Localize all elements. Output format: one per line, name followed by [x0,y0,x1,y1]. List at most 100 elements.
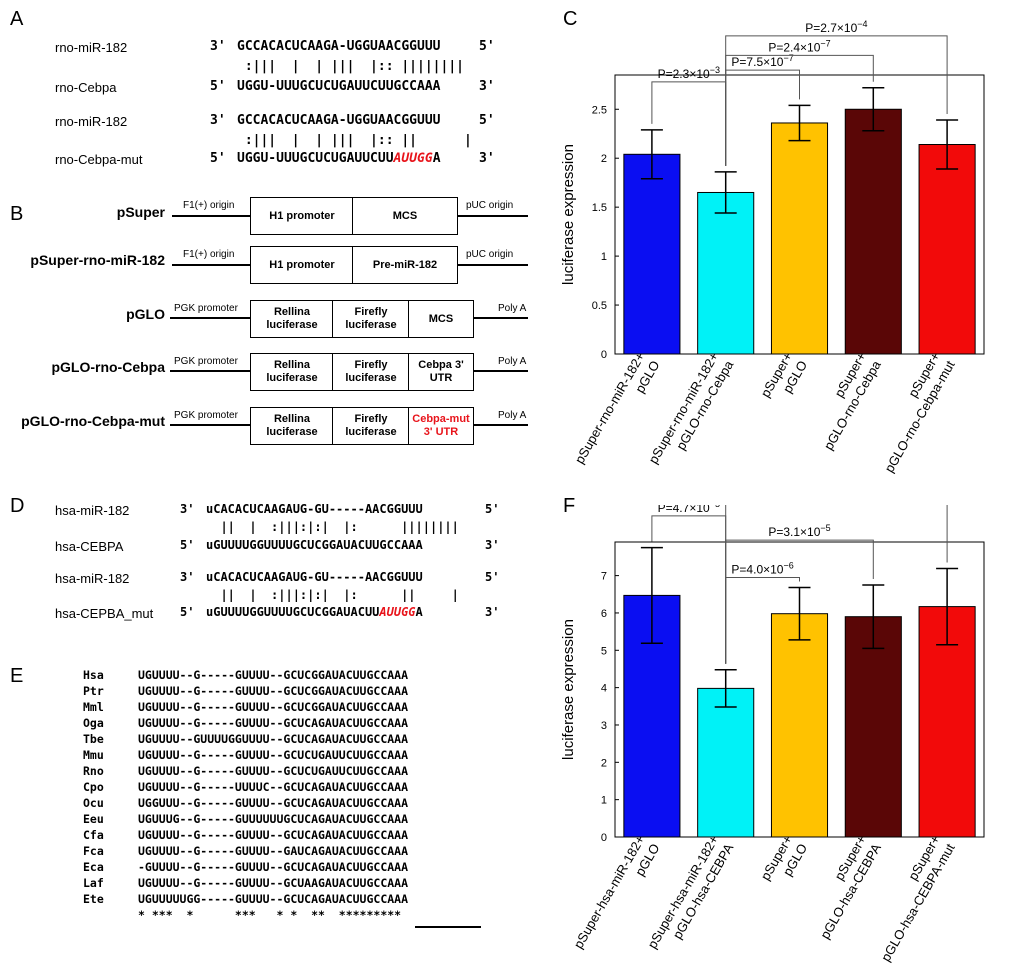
chart-c: 0 0.5 1 1.5 2 2.5 luciferase expression pSuper-… [560,20,985,475]
y-tick-label: 2 [601,153,607,165]
seq-name: hsa-miR-182 [55,571,130,586]
conservation-row: * *** * *** * * ** ********* [138,908,402,922]
alignment-row: Ete UGUUUUUGG-----GUUUU--GCUCAGAUACUUGCCA… [83,892,409,906]
alignment-row: Laf UGUUUU--G-----GUUUU--GCUAAGAUACUUGCCA… [83,876,409,890]
backbone-line [170,317,250,319]
bar [770,613,829,838]
y-tick-label: 5 [601,645,607,657]
y-axis-label: luciferase expression [560,619,577,760]
bar [844,108,902,355]
alignment-row: Mml UGUUUU--G-----GUUUU--GCUCGGAUACUUGCCA… [83,700,409,714]
alignment-row: Ptr UGUUUU--G-----GUUUU--GCUCGGAUACUUGCCA… [83,684,409,698]
bar [918,144,976,355]
p-value-label: P=2.3×10−3 [658,65,720,81]
seq-prime-start: 3' [210,39,226,54]
panel-letter-b: B [10,203,24,225]
backbone-line [474,317,528,319]
sequence: GCCACACUCAAGA-UGGUAACGGUUU [237,113,441,128]
construct-element: Firefly luciferase [332,353,410,391]
seq-prime-end: 5' [485,570,500,584]
x-tick-label: pSuper+pGLO-hsa-CEBPA [817,833,884,942]
panel-letter-c: C [563,8,578,30]
construct-element: Firefly luciferase [332,300,410,338]
panel-letter-a: A [10,8,24,30]
alignment-row: Rno UGUUUU--G-----GUUUU--GCUCUGAUUCUUGCCA… [83,764,409,778]
x-tick-label: pSuper+pGLO [758,833,810,883]
pairing-marks: :||| | | ||| |:: |||||||| [237,59,464,74]
sequence: uCACACUCAAGAUG-GU-----AACGGUUU [206,570,423,584]
construct-element: Rellina luciferase [250,300,334,338]
backbone-line [170,370,250,372]
seed-underline [415,926,481,928]
p-value-label: P=4.7×10−5 [658,505,720,515]
seq-prime-start: 3' [180,502,195,516]
backbone-line [474,424,528,426]
y-tick-label: 3 [601,720,607,732]
backbone-line [458,264,528,266]
construct-element: Firefly luciferase [332,407,410,445]
significance-bracket [651,81,727,166]
backbone-line [172,264,250,266]
seq-prime-end: 3' [485,605,500,619]
construct-element: Rellina luciferase [250,407,334,445]
left-label: F1(+) origin [183,249,235,260]
x-tick-label-line: pSuper-rno-miR-182+ [572,350,648,467]
significance-bracket [725,505,948,664]
panel-letter-e: E [10,665,24,687]
y-tick-label: 1.5 [592,202,607,214]
sequence: uGUUUUGGUUUUGCUCGGAUACUUAUUGGA [206,605,423,619]
sequence: uGUUUUGGUUUUGCUCGGAUACUUGCCAAA [206,538,423,552]
seq-name: hsa-CEBPA [55,539,124,554]
construct-name: pGLO-rno-Cebpa-mut [21,413,165,429]
construct-element: H1 promoter [250,246,354,284]
y-axis-label: luciferase expression [560,144,577,285]
y-tick-label: 6 [601,608,607,620]
y-tick-label: 1 [601,795,607,807]
p-value-label: P=3.1×10−5 [768,523,830,539]
pairing-marks: || | :|||:|:| |: || | [206,588,459,602]
construct-element: MCS [408,300,474,338]
seq-prime-end: 3' [479,79,495,94]
pairing-marks: :||| | | ||| |:: || | [237,133,472,148]
right-label: Poly A [498,356,527,367]
p-value-label: P=2.4×10−7 [768,38,830,54]
x-tick-label-line: pSuper-hsa-miR-182+ [571,833,648,952]
alignment-row: Cfa UGUUUU--G-----GUUUU--GCUCAGAUACUUGCCA… [83,828,409,842]
y-tick-label: 0.5 [592,300,607,312]
backbone-line [172,215,250,217]
alignment-row: Eeu UGUUUG--G-----GUUUUUUGCUCAGAUACUUGCCA… [83,812,409,826]
p-value-label: P=7.5×10−7 [731,53,793,69]
panel-letter-d: D [10,495,25,517]
right-label: Poly A [498,303,527,314]
y-tick-label: 1 [601,251,607,263]
construct-element: Cebpa 3' UTR [408,353,474,391]
pairing-marks: || | :|||:|:| |: |||||||| [206,520,459,534]
y-tick-label: 2.5 [592,104,607,116]
y-tick-label: 0 [601,832,607,844]
construct-element: Pre-miR-182 [352,246,458,284]
seq-prime-end: 5' [485,502,500,516]
seq-prime-start: 5' [210,151,226,166]
chart-f: 0 1 2 3 4 5 6 7 luciferase expression pSuper-hsa-… [560,505,985,964]
alignment-row: Cpo UGUUUU--G-----UUUUC--GCUCAGAUACUUGCCA… [83,780,409,794]
construct-element: MCS [352,197,458,235]
construct-element: H1 promoter [250,197,354,235]
alignment-row: Fca UGUUUU--G-----GUUUU--GAUCAGAUACUUGCCA… [83,844,409,858]
alignment-row: Hsa UGUUUU--G-----GUUUU--GCUCGGAUACUUGCCA… [83,668,409,682]
backbone-line [170,424,250,426]
seq-prime-start: 5' [210,79,226,94]
alignment-row: Mmu UGUUUU--G-----GUUUU--GCUCUGAUUCUUGCCA… [83,748,409,762]
seq-prime-end: 3' [479,151,495,166]
seq-prime-start: 3' [180,570,195,584]
construct-name: pGLO [126,306,165,322]
alignment-row: Oga UGUUUU--G-----GUUUU--GCUCAGAUACUUGCCA… [83,716,409,730]
seq-prime-end: 5' [479,113,495,128]
alignment-row: Tbe UGUUUU--GUUUUGGUUUU--GCUCAGAUACUUGCCA… [83,732,409,746]
right-label: pUC origin [466,200,514,211]
construct-name: pSuper [116,204,165,220]
panel-letter-f: F [563,495,576,517]
backbone-line [458,215,528,217]
seq-name: hsa-miR-182 [55,503,130,518]
construct-name: pGLO-rno-Cebpa [51,359,165,375]
right-label: pUC origin [466,249,514,260]
